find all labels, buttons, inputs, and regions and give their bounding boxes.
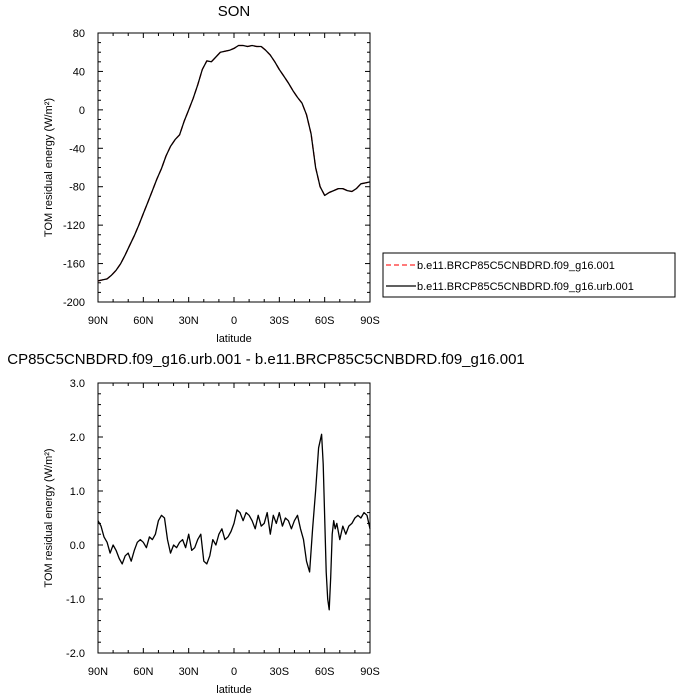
y-tick-label: 3.0	[70, 378, 85, 390]
x-tick-label: 0	[231, 666, 237, 678]
x-tick-label: 30N	[179, 666, 199, 678]
y-axis-label: TOM residual energy (W/m²)	[43, 98, 55, 237]
x-tick-label: 60S	[315, 666, 335, 678]
plot-frame	[97, 382, 371, 654]
x-axis-label: latitude	[216, 684, 251, 696]
x-axis-label: latitude	[216, 333, 251, 345]
x-tick-label: 30S	[270, 315, 290, 327]
legend: b.e11.BRCP85C5CNBDRD.f09_g16.001 b.e11.BR…	[382, 252, 676, 298]
y-tick-label: -2.0	[66, 648, 85, 660]
top-panel: 90N 60N 30N 0 30S 60S 90S 80 40 0 -40 -80 -120 -160 -2…	[43, 3, 380, 345]
y-tick-label: -80	[69, 182, 85, 194]
x-tick-label: 60N	[133, 315, 153, 327]
series-line-2	[97, 44, 371, 282]
series-line-1	[97, 433, 371, 611]
legend-entry-1: b.e11.BRCP85C5CNBDRD.f09_g16.001	[417, 260, 615, 272]
x-tick-label: 90N	[88, 315, 108, 327]
x-tick-label: 60S	[315, 315, 335, 327]
plot-frame	[97, 32, 371, 303]
y-tick-label: -40	[69, 143, 85, 155]
chart-title: SON	[218, 3, 251, 20]
y-tick-label: 40	[73, 66, 85, 78]
x-tick-label: 0	[231, 315, 237, 327]
bottom-panel: 90N 60N 30N 0 30S 60S 90S 3.0 2.0 1.0 0.0 -1.0 -2.0 C…	[7, 351, 525, 696]
x-tick-label: 90S	[360, 315, 380, 327]
y-tick-label: 0.0	[70, 540, 85, 552]
y-tick-label: -200	[63, 297, 85, 309]
y-axis-label: TOM residual energy (W/m²)	[43, 448, 55, 587]
x-tick-label: 30S	[270, 666, 290, 678]
y-tick-label: 0	[79, 105, 85, 117]
x-tick-label: 60N	[133, 666, 153, 678]
chart-title: CP85C5CNBDRD.f09_g16.urb.001 - b.e11.BRC…	[7, 351, 525, 368]
y-tick-label: -160	[63, 259, 85, 271]
series-line-1	[97, 44, 371, 282]
x-tick-label: 90S	[360, 666, 380, 678]
x-tick-label: 30N	[179, 315, 199, 327]
y-tick-label: 1.0	[70, 486, 85, 498]
y-tick-label: 80	[73, 28, 85, 40]
x-tick-label: 90N	[88, 666, 108, 678]
legend-entry-2: b.e11.BRCP85C5CNBDRD.f09_g16.urb.001	[417, 281, 634, 293]
y-tick-label: -1.0	[66, 594, 85, 606]
y-tick-label: 2.0	[70, 432, 85, 444]
legend-box	[382, 252, 676, 298]
y-tick-label: -120	[63, 220, 85, 232]
